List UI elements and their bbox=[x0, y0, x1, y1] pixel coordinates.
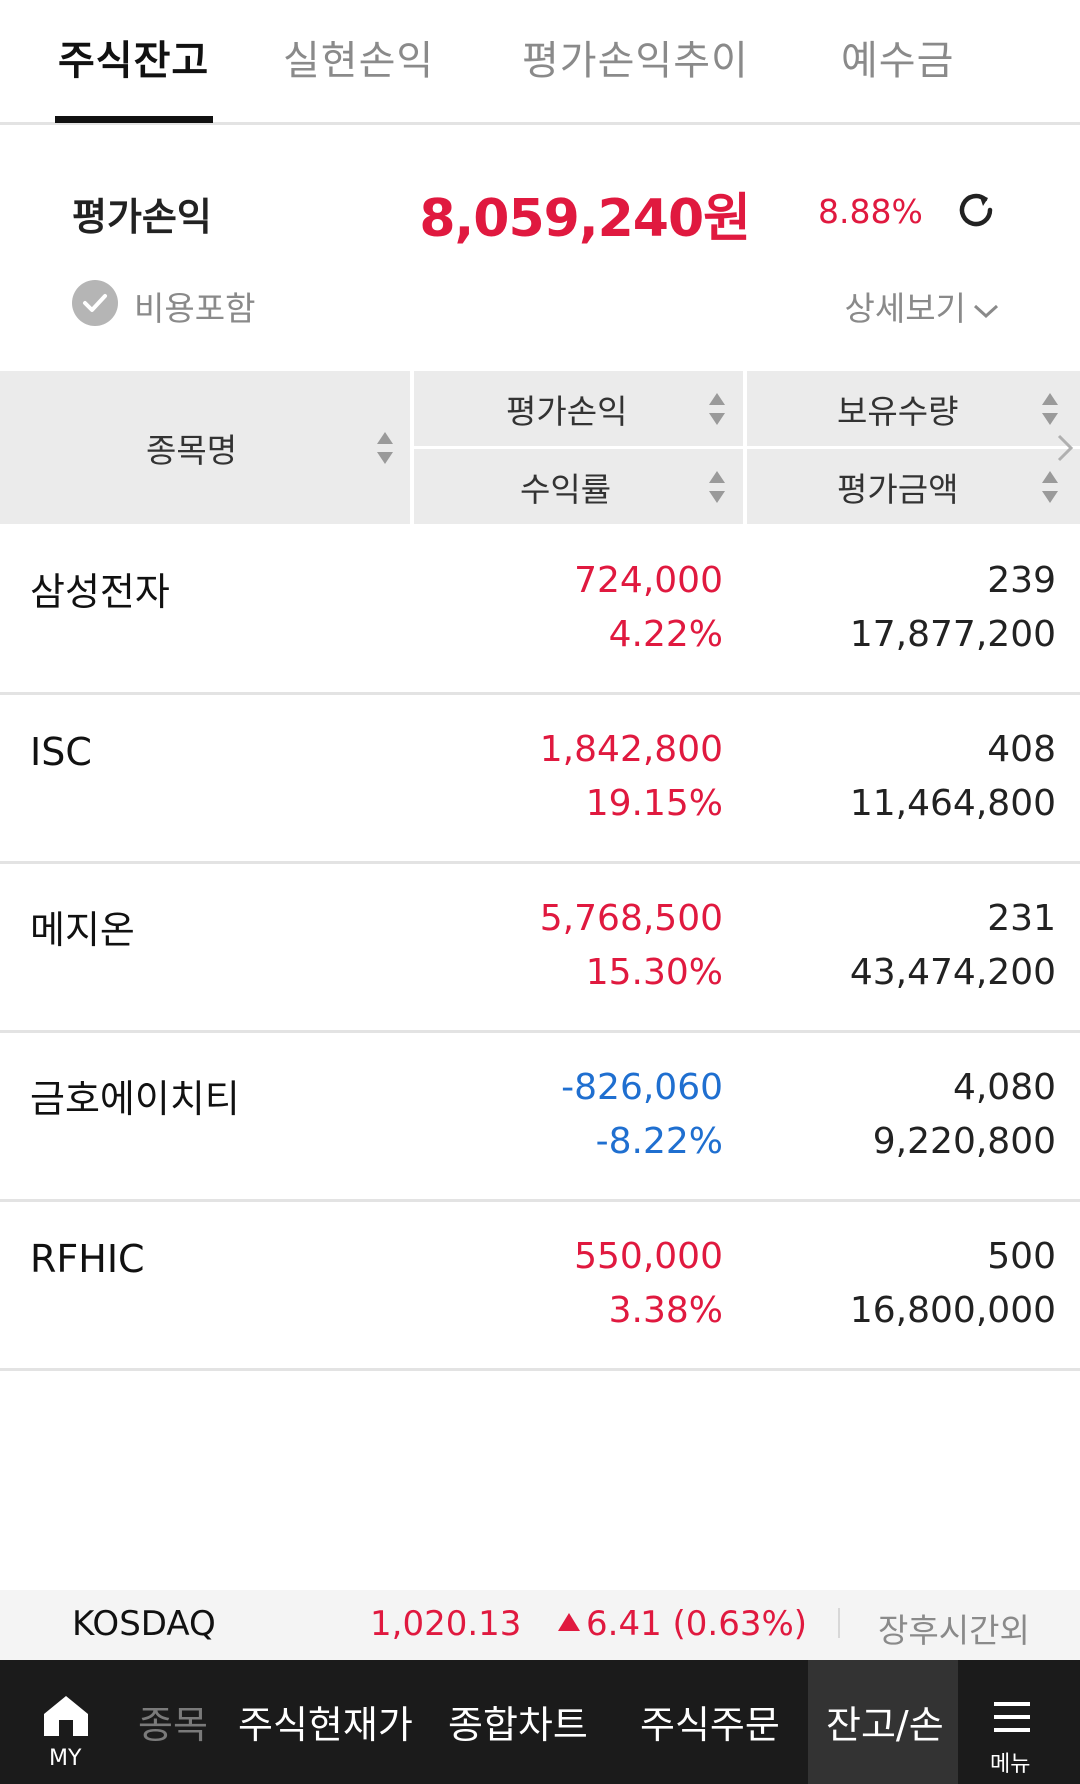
header-holding-qty-label: 보유수량 bbox=[837, 391, 959, 431]
holdings-list: 삼성전자 724,000 4.22% 239 17,877,200 ISC 1,… bbox=[0, 526, 1080, 1371]
table-row[interactable]: 금호에이치티 -826,060 -8.22% 4,080 9,220,800 bbox=[0, 1033, 1080, 1202]
sort-icon bbox=[1042, 470, 1058, 503]
tab-deposit[interactable]: 예수금 bbox=[841, 38, 955, 84]
valuation-pl: 550,000 bbox=[574, 1236, 723, 1277]
sort-icon bbox=[709, 470, 725, 503]
return-rate: 3.38% bbox=[608, 1290, 723, 1331]
header-return-rate-label: 수익률 bbox=[520, 469, 612, 509]
stock-name: 메지온 bbox=[30, 908, 135, 952]
include-fee-label[interactable]: 비용포함 bbox=[134, 289, 256, 328]
header-holding-qty[interactable]: 보유수량 bbox=[747, 371, 1080, 446]
chevron-right-icon[interactable] bbox=[1056, 433, 1074, 463]
index-value: 1,020.13 bbox=[370, 1604, 522, 1644]
sort-icon bbox=[377, 431, 393, 464]
valuation-pl-label: 평가손익 bbox=[72, 195, 212, 239]
chevron-down-icon bbox=[973, 304, 999, 318]
valuation-pl: 724,000 bbox=[574, 560, 723, 601]
market-session-status: 장후시간외 bbox=[878, 1611, 1030, 1650]
nav-item-current-price[interactable]: 주식현재가 bbox=[238, 1703, 413, 1747]
table-row[interactable]: 삼성전자 724,000 4.22% 239 17,877,200 bbox=[0, 526, 1080, 695]
holding-qty: 231 bbox=[987, 898, 1056, 939]
holding-qty: 500 bbox=[987, 1236, 1056, 1277]
index-change: 6.41 (0.63%) bbox=[558, 1604, 807, 1644]
my-label[interactable]: MY bbox=[49, 1746, 82, 1771]
table-header: 종목명 평가손익 수익률 보유수량 평가금액 bbox=[0, 371, 1080, 524]
nav-item-chart[interactable]: 종합차트 bbox=[448, 1703, 588, 1747]
tab-stock-balance[interactable]: 주식잔고 bbox=[58, 38, 210, 84]
home-icon[interactable] bbox=[40, 1692, 92, 1738]
valuation-amount: 16,800,000 bbox=[849, 1290, 1056, 1331]
valuation-pl: 5,768,500 bbox=[539, 898, 723, 939]
stock-name: 삼성전자 bbox=[30, 570, 170, 614]
valuation-pl-rate: 8.88% bbox=[818, 192, 923, 231]
valuation-amount: 9,220,800 bbox=[872, 1121, 1056, 1162]
header-stock-name[interactable]: 종목명 bbox=[0, 371, 410, 524]
return-rate: -8.22% bbox=[595, 1121, 723, 1162]
valuation-pl: 1,842,800 bbox=[539, 729, 723, 770]
stock-name: RFHIC bbox=[30, 1237, 145, 1281]
header-return-rate[interactable]: 수익률 bbox=[414, 449, 743, 524]
active-nav-highlight bbox=[808, 1660, 958, 1784]
return-rate: 4.22% bbox=[608, 614, 723, 655]
valuation-pl: -826,060 bbox=[561, 1067, 723, 1108]
tab-realized-pl[interactable]: 실현손익 bbox=[283, 38, 435, 84]
holding-qty: 408 bbox=[987, 729, 1056, 770]
divider bbox=[838, 1608, 840, 1638]
valuation-amount: 11,464,800 bbox=[849, 783, 1056, 824]
valuation-amount: 43,474,200 bbox=[849, 952, 1056, 993]
table-row[interactable]: 메지온 5,768,500 15.30% 231 43,474,200 bbox=[0, 864, 1080, 1033]
sort-icon bbox=[709, 392, 725, 425]
check-icon bbox=[83, 294, 107, 312]
stock-name: 금호에이치티 bbox=[30, 1077, 240, 1121]
detail-view-label: 상세보기 bbox=[844, 289, 966, 328]
active-tab-indicator bbox=[55, 116, 213, 123]
valuation-amount: 17,877,200 bbox=[849, 614, 1056, 655]
refresh-icon[interactable] bbox=[952, 186, 1000, 234]
index-change-value: 6.41 (0.63%) bbox=[586, 1604, 808, 1644]
index-name: KOSDAQ bbox=[72, 1604, 216, 1644]
holding-qty: 239 bbox=[987, 560, 1056, 601]
return-rate: 19.15% bbox=[585, 783, 723, 824]
nav-item-balance[interactable]: 잔고/손 bbox=[826, 1703, 944, 1747]
detail-view-button[interactable]: 상세보기 bbox=[845, 282, 1000, 330]
nav-item-stocks[interactable]: 종목 bbox=[138, 1703, 208, 1747]
include-fee-checkbox[interactable] bbox=[72, 280, 118, 326]
return-rate: 15.30% bbox=[585, 952, 723, 993]
header-valuation-amount-label: 평가금액 bbox=[837, 469, 959, 509]
holding-qty: 4,080 bbox=[952, 1067, 1056, 1108]
market-index-bar[interactable]: KOSDAQ 1,020.13 6.41 (0.63%) 장후시간외 bbox=[0, 1590, 1080, 1660]
valuation-pl-value: 8,059,240원 bbox=[419, 189, 751, 249]
bottom-navigation: MY 종목 주식현재가 종합차트 주식주문 잔고/손 메뉴 bbox=[0, 1660, 1080, 1784]
header-valuation-pl[interactable]: 평가손익 bbox=[414, 371, 743, 446]
menu-label[interactable]: 메뉴 bbox=[990, 1752, 1031, 1777]
header-valuation-amount[interactable]: 평가금액 bbox=[747, 449, 1080, 524]
sort-icon bbox=[1042, 392, 1058, 425]
header-stock-name-label: 종목명 bbox=[146, 430, 238, 470]
table-row[interactable]: RFHIC 550,000 3.38% 500 16,800,000 bbox=[0, 1202, 1080, 1371]
table-row[interactable]: ISC 1,842,800 19.15% 408 11,464,800 bbox=[0, 695, 1080, 864]
hamburger-menu-icon[interactable] bbox=[992, 1700, 1032, 1734]
stock-name: ISC bbox=[30, 730, 92, 774]
header-valuation-pl-label: 평가손익 bbox=[506, 391, 628, 431]
tab-valuation-trend[interactable]: 평가손익추이 bbox=[522, 38, 749, 84]
up-triangle-icon bbox=[558, 1613, 580, 1631]
tab-bar: 주식잔고 실현손익 평가손익추이 예수금 bbox=[0, 0, 1080, 125]
nav-item-order[interactable]: 주식주문 bbox=[640, 1703, 780, 1747]
